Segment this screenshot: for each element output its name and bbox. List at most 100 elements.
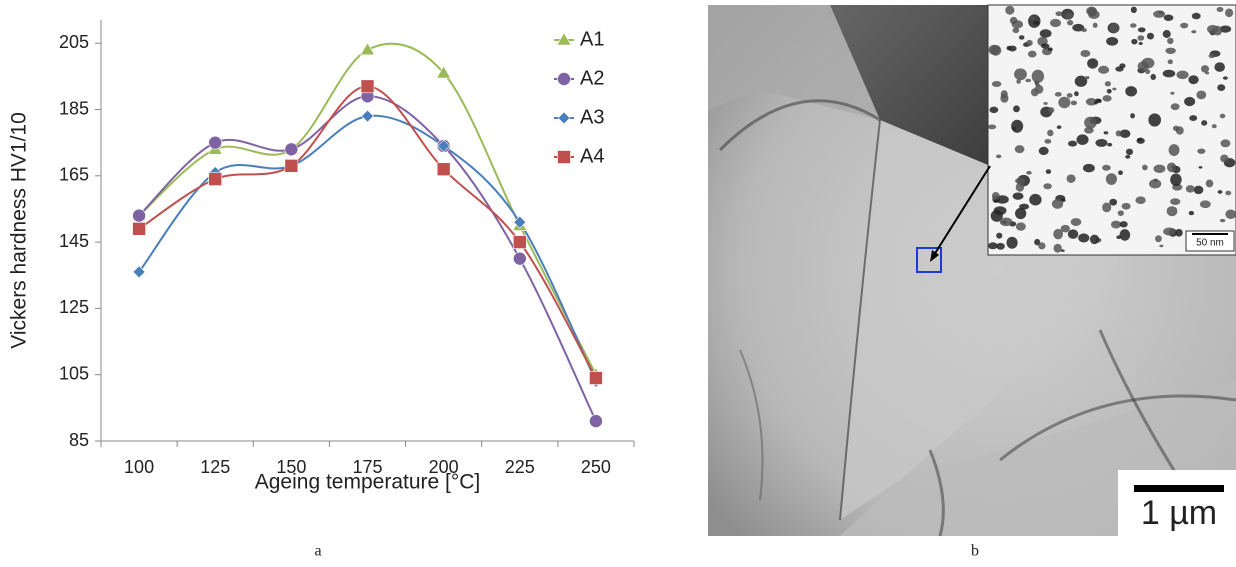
- particle: [1081, 27, 1087, 33]
- particle: [1199, 200, 1211, 209]
- x-tick-label: 200: [429, 457, 459, 477]
- particle: [1166, 206, 1178, 217]
- particle: [1051, 198, 1064, 209]
- particle: [1137, 27, 1146, 33]
- particle: [1115, 130, 1122, 137]
- particle: [993, 198, 998, 203]
- particle: [1049, 18, 1062, 28]
- marker: [436, 65, 452, 79]
- particle: [1201, 120, 1208, 126]
- particle: [1064, 12, 1074, 20]
- particle: [1027, 50, 1037, 58]
- y-axis-title: Vickers hardness HV1/10: [8, 112, 31, 349]
- particle: [1141, 164, 1148, 171]
- series-line: [138, 95, 597, 422]
- particle: [1131, 38, 1138, 45]
- particle: [1015, 222, 1026, 231]
- particle: [1056, 125, 1062, 129]
- particle: [1103, 131, 1109, 135]
- particle: [1106, 37, 1119, 46]
- particle: [1188, 210, 1195, 216]
- particle: [1117, 210, 1124, 216]
- marker: [436, 162, 451, 176]
- particle: [1200, 65, 1210, 73]
- particle: [1211, 124, 1217, 129]
- particle: [1095, 98, 1101, 103]
- particle: [1085, 76, 1090, 80]
- panel-label: b: [971, 543, 979, 560]
- particle: [1146, 32, 1155, 40]
- particle: [1082, 163, 1095, 173]
- particle: [1125, 155, 1131, 159]
- x-tick-label: 100: [124, 457, 154, 477]
- particle: [1214, 62, 1225, 72]
- particle: [1058, 96, 1071, 109]
- particle: [1222, 76, 1228, 80]
- particle: [1030, 16, 1035, 20]
- particle: [1015, 177, 1026, 185]
- y-tick-label: 145: [59, 231, 89, 251]
- particle: [988, 44, 1000, 56]
- particle: [1039, 29, 1052, 38]
- particle: [1197, 148, 1206, 154]
- y-tick-label: 185: [59, 98, 89, 118]
- particle: [1026, 170, 1032, 175]
- particle: [1038, 146, 1049, 156]
- marker: [208, 172, 223, 186]
- particle: [1112, 87, 1117, 91]
- particle: [1109, 198, 1118, 206]
- particle: [1110, 220, 1122, 229]
- particle: [1119, 129, 1131, 138]
- particle: [1104, 81, 1111, 87]
- x-tick-label: 125: [200, 457, 230, 477]
- particle: [1035, 83, 1040, 87]
- particle: [1125, 148, 1134, 156]
- particle: [1102, 95, 1112, 102]
- marker: [557, 72, 571, 86]
- particle: [1149, 179, 1162, 189]
- particle: [1018, 35, 1025, 40]
- particle: [1043, 101, 1048, 105]
- particle: [1076, 134, 1089, 145]
- particle: [1053, 228, 1063, 240]
- particle: [1184, 96, 1196, 107]
- particle: [1074, 91, 1079, 97]
- particle: [1053, 243, 1062, 253]
- marker: [512, 235, 527, 249]
- particle: [1034, 238, 1041, 246]
- particle: [1130, 23, 1137, 28]
- particle: [1219, 218, 1226, 223]
- marker: [512, 251, 527, 266]
- particle: [1043, 183, 1052, 190]
- micrograph: 50 nm 1 µm: [708, 4, 1236, 537]
- y-tick-label: 105: [59, 363, 89, 383]
- particle: [1015, 182, 1025, 192]
- particle: [1028, 14, 1041, 28]
- inset-particles: [987, 5, 1236, 253]
- marker: [132, 265, 146, 279]
- particle: [1015, 207, 1027, 220]
- marker: [513, 215, 527, 229]
- marker: [360, 79, 375, 94]
- particle: [1196, 90, 1207, 100]
- particle: [1044, 139, 1052, 144]
- particle: [1084, 116, 1097, 129]
- particle: [1087, 58, 1099, 69]
- particle: [1217, 190, 1223, 194]
- particle: [1084, 127, 1094, 134]
- particle: [1163, 14, 1174, 21]
- particle: [1006, 236, 1018, 249]
- marker: [208, 135, 223, 150]
- x-tick-label: 150: [276, 457, 306, 477]
- particle: [1066, 93, 1073, 98]
- particle: [1066, 20, 1074, 26]
- scale-label: 1 µm: [1141, 494, 1217, 532]
- particle: [1070, 218, 1082, 226]
- particle: [1029, 193, 1042, 206]
- marker: [132, 222, 146, 236]
- particle: [1118, 170, 1123, 176]
- particle: [1191, 30, 1197, 34]
- particle: [1067, 229, 1079, 239]
- particle: [1038, 242, 1046, 250]
